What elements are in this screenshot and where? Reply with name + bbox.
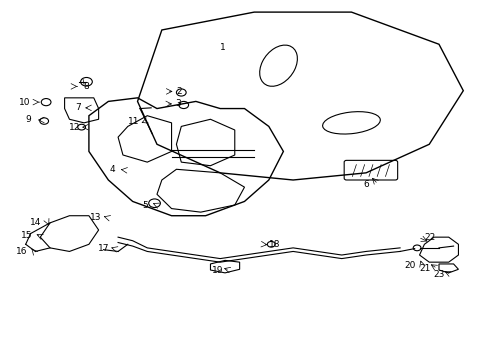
Text: 15: 15	[21, 231, 32, 240]
Text: 10: 10	[19, 98, 30, 107]
Text: 12: 12	[68, 123, 80, 132]
Text: 16: 16	[16, 247, 27, 256]
Text: 17: 17	[98, 244, 109, 253]
Text: 6: 6	[363, 180, 368, 189]
Text: 13: 13	[89, 213, 101, 222]
Text: 3: 3	[175, 99, 181, 108]
Text: 1: 1	[219, 43, 225, 52]
Text: 20: 20	[403, 261, 415, 270]
Text: 18: 18	[268, 240, 280, 249]
Text: 11: 11	[128, 117, 139, 126]
Text: 21: 21	[419, 264, 430, 273]
Text: 14: 14	[30, 218, 41, 227]
Text: 22: 22	[424, 233, 435, 242]
Text: 7: 7	[75, 103, 81, 112]
Text: 9: 9	[25, 116, 31, 125]
Text: 8: 8	[83, 82, 89, 91]
Text: 2: 2	[176, 87, 182, 96]
Text: 23: 23	[432, 270, 444, 279]
Text: 19: 19	[212, 266, 223, 275]
Text: 4: 4	[109, 166, 115, 175]
Text: 5: 5	[142, 201, 147, 210]
